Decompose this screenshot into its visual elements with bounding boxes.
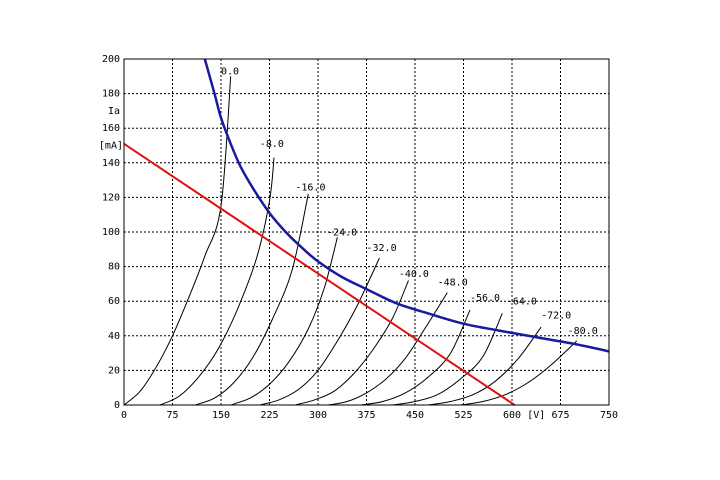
x-tick-label: 375: [357, 410, 375, 421]
y-tick-label: 100: [102, 227, 120, 238]
x-tick-label: 300: [309, 410, 327, 421]
y-tick-label: 140: [102, 158, 120, 169]
x-tick-labels: 0 75 150 225 300 375 450 525 600 675 750 [V]: [121, 410, 618, 421]
curve-label: -16.0: [295, 182, 325, 193]
characteristic-curve: [392, 313, 503, 406]
characteristic-curve: [123, 76, 232, 406]
y-tick-label: 80: [108, 262, 120, 273]
curve-label: -64.0: [507, 297, 537, 308]
curve-labels: 0.0 -8.0 -16.0 -24.0 -32.0 -40.0 -48.0-56.0 -64…: [221, 67, 598, 338]
grid: [124, 59, 609, 405]
curve-label: -40.0: [399, 269, 429, 280]
x-tick-label: 450: [406, 410, 424, 421]
x-tick-label: 75: [166, 410, 178, 421]
load-line: [123, 142, 516, 406]
x-axis-label: [V]: [527, 410, 545, 421]
y-tick-label: 200: [102, 54, 120, 65]
curve-label: -72.0: [541, 311, 571, 322]
y-tick-label: 20: [108, 365, 120, 376]
power-limit-curve: [203, 58, 610, 353]
y-tick-label: 0: [114, 400, 120, 411]
x-tick-label: 525: [454, 410, 472, 421]
x-tick-label: 600: [503, 410, 521, 421]
characteristic-curve: [359, 309, 471, 406]
characteristic-curve: [327, 292, 448, 406]
characteristic-curves: [123, 76, 578, 406]
characteristic-curve: [259, 257, 380, 406]
characteristic-curve: [427, 326, 542, 406]
y-tick-label: 120: [102, 192, 120, 203]
curve-label: -24.0: [327, 227, 357, 238]
characteristic-curve: [295, 280, 409, 406]
x-tick-label: 0: [121, 410, 127, 421]
load-line-group: [123, 142, 516, 406]
y-tick-labels: 0 20 40 60 80 100 120 140 160 180 200: [102, 54, 120, 411]
curve-label: -48.0: [438, 278, 468, 289]
curve-label: -8.0: [260, 139, 284, 150]
characteristic-curve: [230, 237, 338, 406]
y-tick-label: 160: [102, 123, 120, 134]
y-tick-label: 60: [108, 296, 120, 307]
characteristic-curve: [460, 340, 578, 406]
y-axis-unit: [mA]: [99, 141, 123, 152]
characteristic-curve: [194, 193, 309, 406]
x-tick-label: 750: [600, 410, 618, 421]
power-limit-curve-group: [203, 58, 610, 353]
curve-label: -80.0: [568, 326, 598, 337]
x-tick-label: 675: [551, 410, 569, 421]
plot-frame: [123, 58, 610, 406]
characteristic-curve: [159, 157, 275, 406]
curve-label: -32.0: [367, 243, 397, 254]
x-tick-label: 225: [260, 410, 278, 421]
y-tick-label: 40: [108, 331, 120, 342]
y-axis-label: Ia: [108, 106, 120, 117]
curve-label: 0.0: [221, 67, 239, 78]
y-tick-label: 180: [102, 89, 120, 100]
x-tick-label: 150: [212, 410, 230, 421]
curve-label: -56.0: [470, 293, 500, 304]
